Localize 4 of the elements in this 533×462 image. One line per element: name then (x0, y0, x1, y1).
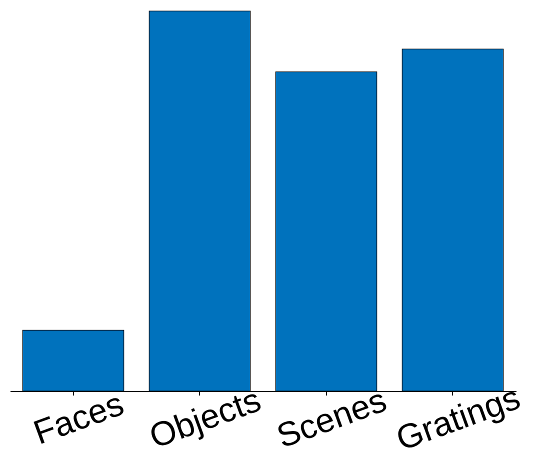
x-tick-label: Scenes (272, 381, 392, 456)
x-tick-label: Faces (28, 384, 129, 452)
x-tick-label: Objects (144, 380, 266, 456)
x-tick-label: Gratings (391, 378, 526, 458)
